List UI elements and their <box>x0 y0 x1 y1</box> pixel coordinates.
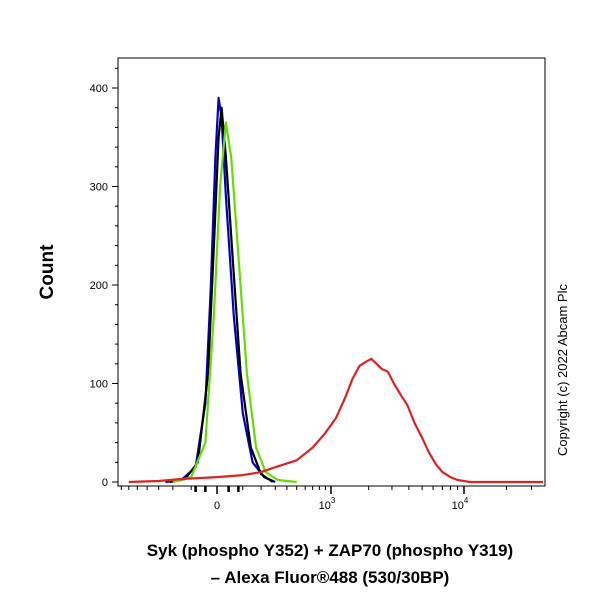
x-axis-label-line1: Syk (phospho Y352) + ZAP70 (phospho Y319… <box>147 541 513 560</box>
series-line-0 <box>165 96 276 484</box>
y-tick-label: 300 <box>90 182 108 194</box>
y-tick-label: 400 <box>90 83 108 95</box>
y-tick-label: 100 <box>90 379 108 391</box>
plot-frame <box>117 57 546 487</box>
x-tick-label: 103 <box>319 496 336 512</box>
x-axis-label-line2: – Alexa Fluor®488 (530/30BP) <box>211 568 450 587</box>
series-line-3 <box>128 357 543 484</box>
x-tick-label: 0 <box>214 500 220 512</box>
x-tick-label: 104 <box>452 496 469 512</box>
copyright-notice: Copyright (c) 2022 Abcam Plc <box>555 284 570 456</box>
y-tick-label: 0 <box>102 477 108 489</box>
y-axis: 0 100 200 300 400 <box>90 67 118 489</box>
x-axis: 0 103 104 <box>120 486 532 512</box>
y-axis-label: Count <box>37 244 58 300</box>
y-tick-label: 200 <box>90 280 108 292</box>
series-line-2 <box>172 121 297 484</box>
series-layer <box>128 96 543 484</box>
